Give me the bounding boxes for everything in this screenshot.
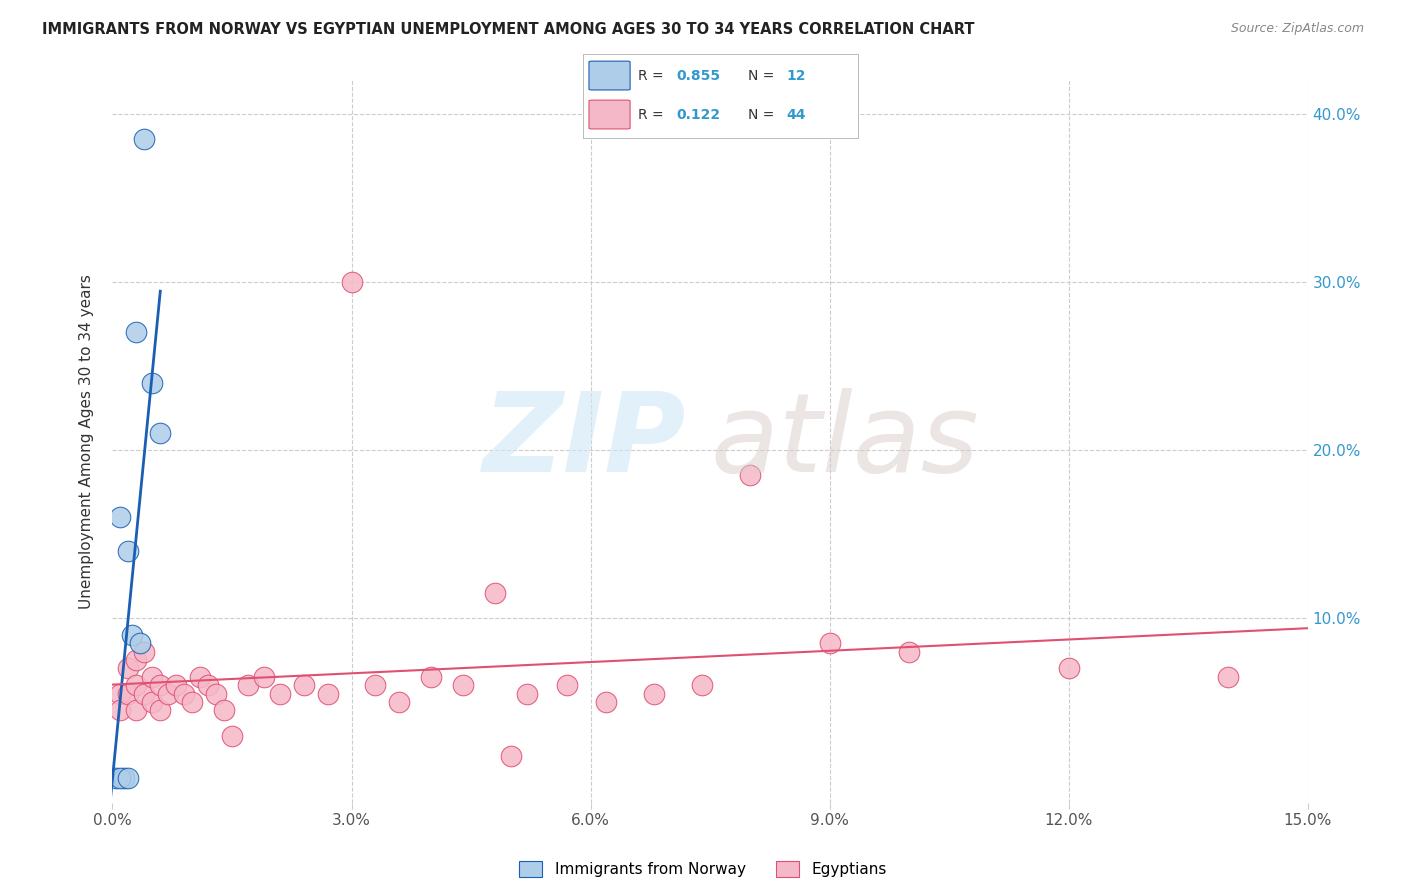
- Point: [110, 771, 132, 785]
- Point: [484, 586, 506, 600]
- Point: [595, 695, 617, 709]
- Text: R =: R =: [638, 69, 664, 83]
- Text: 12: 12: [786, 69, 806, 83]
- Point: [818, 636, 841, 650]
- Text: N =: N =: [748, 69, 775, 83]
- Point: [117, 543, 139, 558]
- Point: [110, 687, 132, 701]
- Text: Source: ZipAtlas.com: Source: ZipAtlas.com: [1230, 22, 1364, 36]
- Point: [516, 687, 538, 701]
- Point: [221, 729, 243, 743]
- Point: [110, 510, 132, 524]
- Point: [117, 687, 139, 701]
- Text: atlas: atlas: [710, 388, 979, 495]
- Point: [269, 687, 291, 701]
- Point: [451, 678, 474, 692]
- Point: [738, 468, 761, 483]
- Y-axis label: Unemployment Among Ages 30 to 34 years: Unemployment Among Ages 30 to 34 years: [79, 274, 94, 609]
- Point: [236, 678, 259, 692]
- Point: [125, 653, 148, 667]
- Point: [205, 687, 228, 701]
- Text: R =: R =: [638, 108, 664, 121]
- Point: [165, 678, 187, 692]
- Point: [149, 703, 172, 717]
- Point: [125, 326, 148, 340]
- Point: [114, 771, 135, 785]
- Point: [134, 644, 156, 658]
- Point: [212, 703, 235, 717]
- Point: [173, 687, 195, 701]
- Point: [117, 771, 139, 785]
- FancyBboxPatch shape: [589, 62, 630, 90]
- Point: [121, 628, 143, 642]
- Point: [420, 670, 443, 684]
- Point: [898, 644, 921, 658]
- Legend: Immigrants from Norway, Egyptians: Immigrants from Norway, Egyptians: [513, 855, 893, 883]
- Text: 0.855: 0.855: [676, 69, 721, 83]
- Point: [141, 695, 163, 709]
- Point: [110, 703, 132, 717]
- Point: [316, 687, 339, 701]
- Point: [364, 678, 387, 692]
- Point: [125, 703, 148, 717]
- Text: 44: 44: [786, 108, 806, 121]
- Point: [555, 678, 578, 692]
- Point: [149, 426, 172, 441]
- Point: [105, 771, 128, 785]
- Point: [388, 695, 411, 709]
- Point: [125, 678, 148, 692]
- Point: [149, 678, 172, 692]
- Text: 0.122: 0.122: [676, 108, 721, 121]
- Point: [197, 678, 219, 692]
- Point: [1216, 670, 1239, 684]
- Point: [188, 670, 211, 684]
- Point: [134, 687, 156, 701]
- Point: [129, 636, 152, 650]
- Point: [340, 275, 363, 289]
- Point: [1057, 661, 1080, 675]
- Point: [253, 670, 276, 684]
- Point: [141, 670, 163, 684]
- Point: [292, 678, 315, 692]
- Point: [499, 748, 522, 763]
- Point: [141, 376, 163, 390]
- Point: [134, 132, 156, 146]
- Point: [157, 687, 180, 701]
- Point: [643, 687, 665, 701]
- Text: N =: N =: [748, 108, 775, 121]
- Point: [117, 661, 139, 675]
- FancyBboxPatch shape: [589, 100, 630, 129]
- Point: [690, 678, 713, 692]
- Text: IMMIGRANTS FROM NORWAY VS EGYPTIAN UNEMPLOYMENT AMONG AGES 30 TO 34 YEARS CORREL: IMMIGRANTS FROM NORWAY VS EGYPTIAN UNEMP…: [42, 22, 974, 37]
- Text: ZIP: ZIP: [482, 388, 686, 495]
- Point: [181, 695, 204, 709]
